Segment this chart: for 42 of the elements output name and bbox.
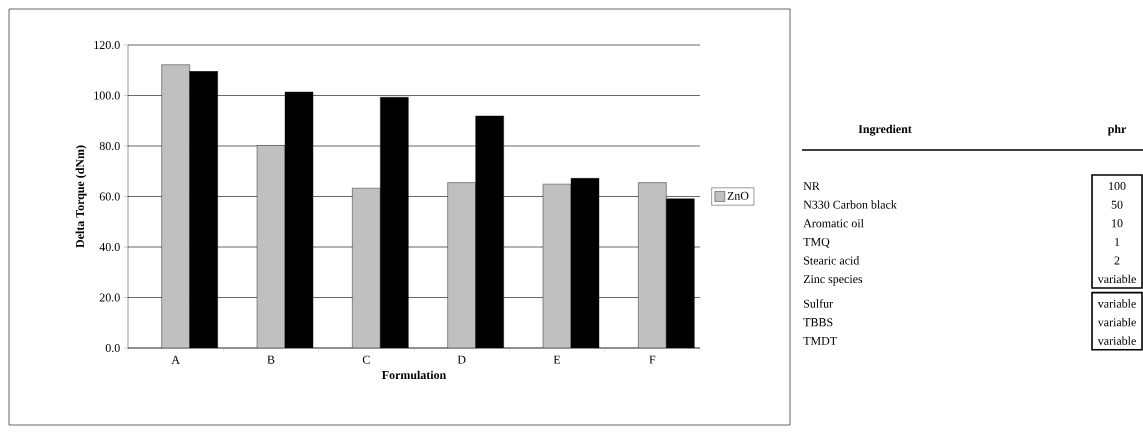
- y-tick-label: 0.0: [105, 343, 120, 353]
- x-tick-label: A: [171, 355, 180, 364]
- x-axis-title: Formulation: [381, 370, 447, 380]
- text: variable: [1097, 299, 1136, 308]
- bar: [352, 187, 381, 348]
- y-tick-label: 100.0: [94, 91, 120, 100]
- text: variable: [1097, 336, 1136, 345]
- text: Sulfur: [804, 299, 833, 308]
- bar: [447, 182, 476, 348]
- x-tick-label: F: [649, 355, 656, 364]
- text: variable: [1097, 317, 1136, 327]
- text: variable: [1097, 274, 1136, 284]
- bar: [638, 182, 667, 348]
- text: phr: [1107, 124, 1127, 136]
- text: NR: [803, 182, 820, 190]
- text: 2: [1114, 256, 1120, 265]
- y-tick-label: 40.0: [99, 242, 120, 252]
- text: 10: [1112, 219, 1123, 228]
- text: Zinc species: [803, 275, 863, 286]
- y-tick-label: 60.0: [99, 192, 120, 201]
- text: TMQ: [803, 237, 830, 248]
- text: 1: [1115, 237, 1120, 246]
- y-tick-label: 120.0: [94, 40, 120, 50]
- x-tick-label: B: [267, 355, 275, 364]
- bar: [542, 183, 572, 348]
- y-tick-label: 20.0: [99, 293, 120, 302]
- text: Ingredient: [858, 124, 912, 136]
- legend-label: ZnO: [727, 191, 749, 200]
- text: 100: [1109, 182, 1126, 191]
- text: 50: [1111, 200, 1123, 209]
- bar: [256, 145, 286, 348]
- y-tick-label: 80.0: [99, 141, 120, 151]
- bar: [161, 64, 190, 348]
- x-tick-label: D: [457, 355, 466, 364]
- text: TBBS: [803, 318, 833, 327]
- y-axis-title: Delta Torque (dNm): [75, 145, 87, 248]
- text: TMDT: [803, 336, 837, 345]
- x-tick-label: C: [362, 355, 370, 364]
- text: Stearic acid: [804, 256, 860, 265]
- x-tick-label: E: [553, 355, 561, 364]
- text: Aromatic oil: [803, 218, 864, 228]
- text: N330 Carbon black: [803, 200, 897, 209]
